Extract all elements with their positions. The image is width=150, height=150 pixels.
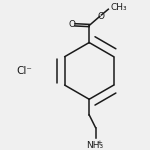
- Text: Cl⁻: Cl⁻: [16, 66, 32, 76]
- Text: O: O: [97, 12, 104, 21]
- Text: O: O: [69, 20, 76, 29]
- Text: NH₃: NH₃: [86, 141, 103, 150]
- Text: +: +: [97, 140, 102, 146]
- Text: CH₃: CH₃: [111, 3, 127, 12]
